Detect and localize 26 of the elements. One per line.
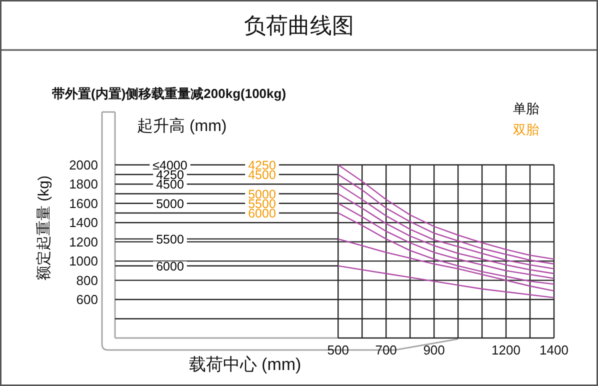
annotation: 6000 xyxy=(156,259,184,274)
y-axis-title: 额定起重量 (kg) xyxy=(36,175,52,280)
annotation: 5000 xyxy=(156,196,184,211)
y-tick-label: 1400 xyxy=(69,215,98,230)
line-series xyxy=(337,265,555,298)
chart-subtitle: 带外置(内置)侧移载重量减200kg(100kg) xyxy=(52,86,286,101)
annotation: 双胎 xyxy=(513,122,539,137)
annotation: 5500 xyxy=(156,232,184,246)
x-tick-label: 900 xyxy=(423,342,445,358)
x-tick-label: 1200 xyxy=(492,342,520,358)
chart-title: 负荷曲线图 xyxy=(244,13,354,38)
line-series xyxy=(337,193,555,274)
x-axis-title: 载荷中心 (mm) xyxy=(188,355,302,374)
y-tick-label: 1000 xyxy=(69,254,98,269)
x-tick-label: 1400 xyxy=(540,342,568,358)
line-series xyxy=(337,202,555,280)
y-tick-label: 1800 xyxy=(69,176,98,192)
x-tick-label: 500 xyxy=(327,342,349,358)
annotation: 起升高 (mm) xyxy=(137,117,227,135)
y-tick-label: 2000 xyxy=(69,157,98,172)
y-tick-label: 600 xyxy=(76,292,98,308)
annotation: 单胎 xyxy=(513,101,539,116)
y-tick-label: 1200 xyxy=(69,234,98,250)
y-tick-label: 1600 xyxy=(69,196,98,211)
x-tick-label: 700 xyxy=(375,342,397,358)
y-tick-label: 800 xyxy=(76,272,98,288)
